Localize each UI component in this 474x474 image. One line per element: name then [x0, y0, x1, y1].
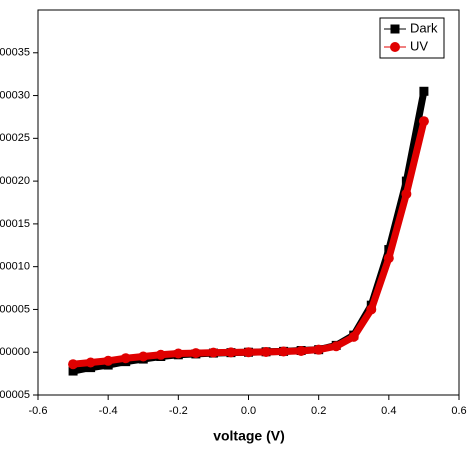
- series-line: [72, 90, 428, 375]
- y-tick-label: 00020: [0, 175, 30, 187]
- data-point: [419, 86, 429, 96]
- data-point: [243, 347, 254, 358]
- legend-marker: [390, 42, 400, 52]
- y-tick-label: 00025: [0, 132, 30, 144]
- y-tick-label: 00035: [0, 47, 30, 59]
- y-tick-label: 00005: [0, 303, 30, 315]
- data-point: [120, 353, 131, 364]
- series-line: [72, 120, 428, 368]
- y-tick-label: 00005: [0, 389, 30, 401]
- data-point: [190, 348, 201, 359]
- legend-marker: [390, 24, 400, 34]
- data-point: [155, 349, 166, 360]
- x-axis-label: voltage (V): [213, 428, 285, 444]
- data-point: [208, 347, 219, 358]
- data-point: [86, 363, 96, 373]
- x-tick-label: 0.6: [451, 405, 466, 417]
- x-tick-label: -0.4: [99, 405, 118, 417]
- y-tick-label: 00010: [0, 261, 30, 273]
- y-tick-label: 00000: [0, 346, 30, 358]
- y-tick-label: 00015: [0, 218, 30, 230]
- data-point: [261, 346, 272, 357]
- y-tick-label: 00030: [0, 89, 30, 101]
- data-point: [103, 355, 114, 366]
- data-point: [173, 348, 184, 359]
- data-point: [138, 351, 149, 362]
- x-tick-label: 0.2: [311, 405, 326, 417]
- data-point: [401, 188, 412, 199]
- data-point: [418, 116, 429, 127]
- plot-frame: [37, 9, 460, 396]
- data-point: [68, 359, 79, 370]
- x-tick-label: -0.2: [169, 405, 188, 417]
- data-point: [225, 347, 236, 358]
- x-tick-label: -0.6: [29, 405, 48, 417]
- data-point: [348, 331, 359, 342]
- data-point: [366, 304, 377, 315]
- data-point: [278, 346, 289, 357]
- data-point: [85, 357, 96, 368]
- x-tick-label: 0.4: [381, 405, 396, 417]
- data-point: [331, 341, 342, 352]
- data-point: [296, 345, 307, 356]
- x-tick-label: 0.0: [241, 405, 256, 417]
- legend-label: UV: [410, 38, 428, 53]
- data-point: [313, 344, 324, 355]
- data-point: [383, 253, 394, 264]
- legend-label: Dark: [410, 20, 438, 35]
- data-point: [68, 366, 78, 376]
